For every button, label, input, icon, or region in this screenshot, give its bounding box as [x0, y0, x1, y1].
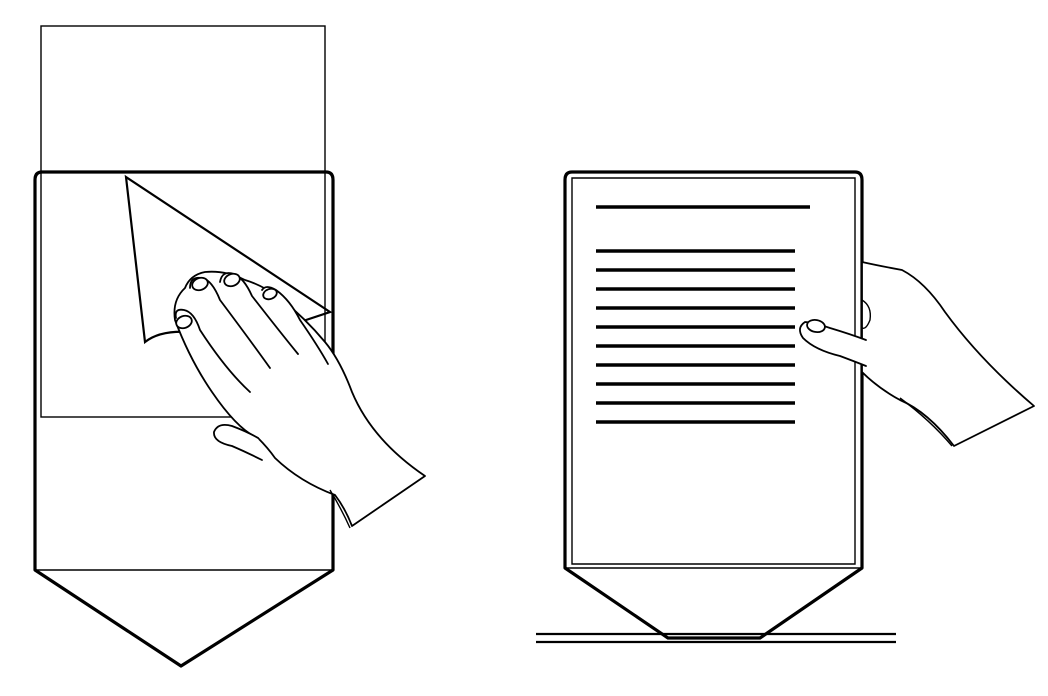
left-device-body: [33, 170, 335, 668]
holding-hand-icon: [799, 261, 1035, 447]
peeling-hand-icon: [173, 270, 426, 529]
screen-text-lines: [596, 205, 810, 424]
left-panel: [33, 25, 426, 668]
right-device-body: [563, 170, 864, 640]
right-device-inner-bezel: [571, 177, 856, 565]
right-panel: [536, 170, 1035, 644]
protective-film-sheet: [40, 25, 326, 418]
